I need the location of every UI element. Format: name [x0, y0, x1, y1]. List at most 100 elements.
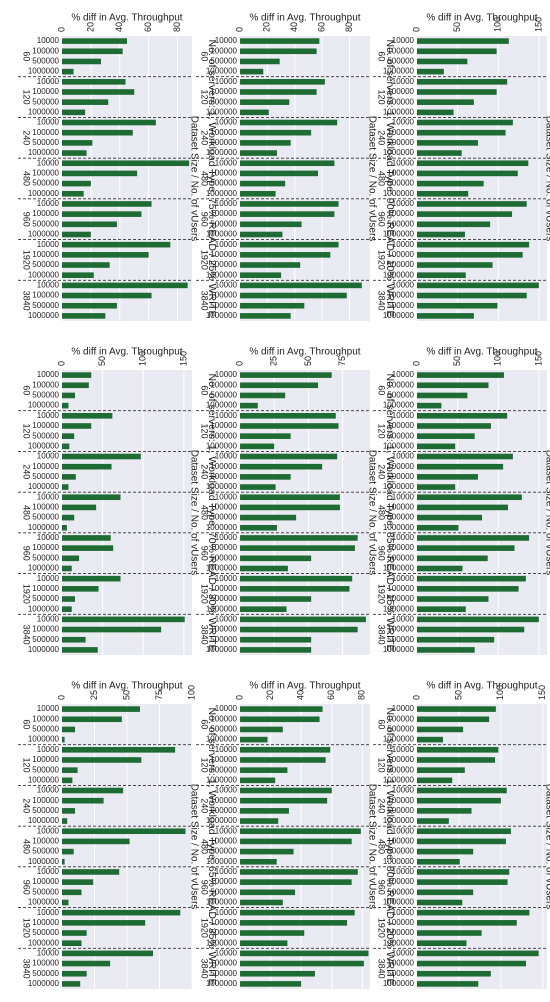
bar: [417, 909, 530, 916]
category-tick-label: 500000: [387, 219, 414, 228]
category-tick-label: 100000: [32, 543, 59, 552]
category-tick-label: 1000000: [383, 230, 415, 239]
category-tick-label: 500000: [32, 847, 59, 856]
bar: [240, 858, 277, 865]
bar: [240, 484, 276, 490]
category-tick-label: 500000: [32, 431, 59, 440]
bar: [417, 970, 491, 977]
category-tick-label: 100000: [210, 959, 237, 968]
category-tick-label: 100000: [210, 877, 237, 886]
bar: [62, 767, 78, 773]
category-tick-label: 10000: [215, 786, 238, 795]
x-tick-label: 75: [337, 356, 347, 366]
group-label: 960: [22, 546, 32, 561]
group-label: 3840: [200, 625, 210, 645]
category-tick-label: 500000: [210, 472, 237, 481]
x-tick-label: 150: [178, 351, 188, 366]
category-tick-label: 10000: [392, 948, 415, 957]
bar: [62, 970, 87, 977]
category-tick-label: 10000: [37, 492, 60, 501]
category-tick-label: 100000: [387, 291, 414, 300]
category-tick-label: 10000: [37, 826, 60, 835]
category-tick-label: 100000: [210, 291, 237, 300]
category-tick-label: 10000: [37, 370, 60, 379]
x-tick-label: 80: [344, 22, 354, 32]
bar: [240, 302, 305, 309]
bar: [417, 940, 467, 946]
category-tick-label: 1000000: [28, 148, 60, 157]
bar: [62, 981, 81, 987]
category-tick-label: 1000000: [383, 898, 415, 907]
group-label: 120: [377, 90, 387, 105]
bar: [62, 484, 69, 490]
chart-title: No. of servers: 1, Workload Type: 90% RE…: [384, 40, 396, 318]
bar: [240, 433, 291, 439]
category-tick-label: 100000: [387, 503, 414, 512]
plot-area: [62, 370, 192, 655]
bar: [62, 79, 126, 85]
bar: [417, 716, 490, 723]
bar: [240, 313, 291, 319]
bar: [62, 858, 65, 865]
category-tick-label: 10000: [392, 908, 415, 917]
bar: [240, 211, 335, 217]
bar: [417, 494, 522, 501]
bar: [62, 201, 152, 207]
category-tick-label: 500000: [387, 887, 414, 896]
category-tick-label: 500000: [210, 806, 237, 815]
category-tick-label: 100000: [210, 462, 237, 471]
category-tick-label: 100000: [32, 877, 59, 886]
category-tick-label: 100000: [210, 543, 237, 552]
bar: [62, 241, 171, 248]
bar: [240, 767, 288, 773]
category-tick-label: 1000000: [383, 67, 415, 76]
bar: [240, 747, 331, 753]
category-tick-label: 100000: [387, 755, 414, 764]
bar: [240, 140, 291, 146]
category-tick-label: 100000: [32, 87, 59, 96]
bar: [240, 392, 286, 399]
category-tick-label: 1000000: [28, 482, 60, 491]
plot-area: [417, 370, 547, 655]
bar: [62, 140, 93, 146]
category-tick-label: 1000000: [206, 107, 238, 116]
bar: [417, 777, 453, 784]
x-tick-label: 50: [452, 356, 462, 366]
category-tick-label: 100000: [32, 250, 59, 259]
category-tick-label: 500000: [32, 635, 59, 644]
group-label: 1920: [200, 918, 210, 938]
group-label: 60: [200, 385, 210, 395]
bar: [240, 292, 347, 299]
category-tick-label: 500000: [387, 725, 414, 734]
category-tick-label: 100000: [210, 87, 237, 96]
bar: [240, 402, 258, 409]
category-tick-label: 10000: [392, 704, 415, 713]
category-tick-label: 1000000: [206, 938, 238, 947]
bar: [417, 818, 449, 824]
bar: [62, 565, 72, 572]
bar: [240, 920, 348, 926]
category-tick-label: 10000: [37, 158, 60, 167]
category-tick-label: 500000: [32, 391, 59, 400]
bar: [240, 453, 338, 460]
bar: [417, 858, 460, 865]
bar: [240, 930, 305, 936]
group-label: 240: [200, 798, 210, 813]
category-tick-label: 1000000: [28, 230, 60, 239]
bar: [417, 221, 491, 228]
bar: [240, 616, 366, 623]
bar: [417, 140, 478, 146]
bar: [62, 372, 92, 378]
category-tick-label: 1000000: [206, 816, 238, 825]
category-tick-label: 500000: [387, 472, 414, 481]
category-tick-label: 500000: [32, 928, 59, 937]
category-tick-label: 10000: [215, 158, 238, 167]
bar: [240, 38, 320, 44]
x-tick-label: 20: [265, 690, 275, 700]
bar: [240, 777, 276, 784]
category-tick-label: 10000: [392, 867, 415, 876]
category-tick-label: 100000: [210, 584, 237, 593]
category-tick-label: 500000: [210, 969, 237, 978]
group-label: 960: [377, 212, 387, 227]
